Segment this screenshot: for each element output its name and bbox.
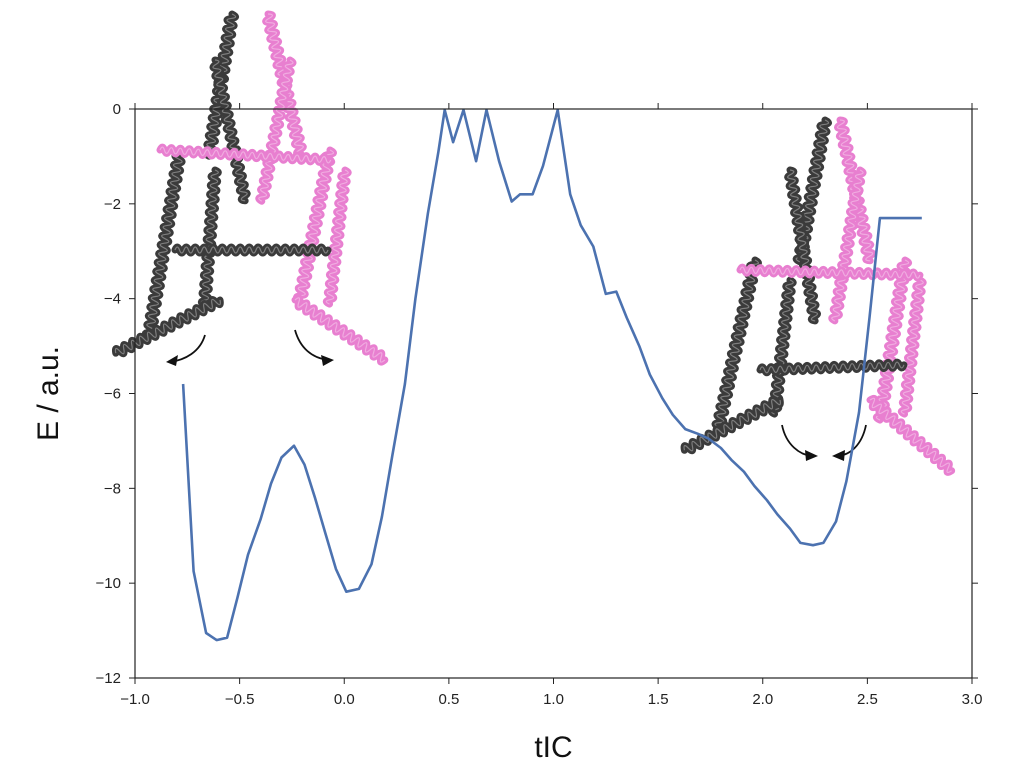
helix-icon	[293, 146, 337, 304]
helix-icon	[866, 394, 956, 476]
series-line	[181, 108, 922, 642]
helix-icon	[767, 276, 797, 418]
curved-arrow-icon	[781, 424, 818, 461]
x-tick-label: 1.0	[543, 691, 564, 708]
protein-structure-left	[111, 10, 389, 366]
curved-arrow-icon	[166, 334, 206, 366]
helix-icon	[111, 295, 224, 358]
curved-arrow-icon	[832, 424, 867, 461]
protein-structure-right	[680, 116, 956, 476]
y-tick-label: −8	[104, 480, 121, 497]
series-layer	[181, 108, 922, 642]
helix-icon	[171, 243, 332, 257]
y-tick-label: −4	[104, 291, 121, 308]
helix-icon	[872, 256, 913, 424]
helix-icon	[209, 56, 251, 205]
helix-icon	[828, 166, 867, 325]
helix-icon	[197, 166, 222, 309]
helix-icon	[156, 143, 335, 167]
helix-icon	[141, 146, 188, 340]
ticks-layer: −1.0 −0.5 0.0 0.5 1.0 1.5 2.0 2.5 3.0 0 −2 −4 −6 −8 −1…	[96, 101, 983, 708]
curved-arrow-icon	[294, 329, 334, 366]
x-axis-label: tIC	[534, 731, 572, 764]
helix-icon	[897, 276, 927, 418]
x-tick-label: 0.5	[438, 691, 459, 708]
helix-icon	[322, 166, 352, 308]
helix-icon	[784, 166, 821, 325]
helix-icon	[792, 116, 833, 266]
y-axis-label: E / a.u.	[32, 346, 65, 441]
x-tick-label: 3.0	[962, 691, 983, 708]
y-tick-label: −10	[96, 575, 121, 592]
helix-icon	[680, 396, 784, 455]
y-tick-label: 0	[113, 101, 121, 118]
x-tick-label: −0.5	[225, 691, 255, 708]
x-tick-label: 1.5	[648, 691, 669, 708]
y-tick-label: −12	[96, 670, 121, 687]
helix-icon	[756, 358, 908, 377]
helix-icon	[255, 56, 297, 205]
x-tick-label: −1.0	[120, 691, 150, 708]
helix-icon	[291, 294, 389, 366]
y-tick-label: −2	[104, 196, 121, 213]
x-tick-label: 0.0	[334, 691, 355, 708]
y-tick-label: −6	[104, 386, 121, 403]
helix-icon	[736, 263, 924, 282]
x-tick-label: 2.0	[752, 691, 773, 708]
x-tick-label: 2.5	[857, 691, 878, 708]
helix-icon	[711, 256, 762, 431]
